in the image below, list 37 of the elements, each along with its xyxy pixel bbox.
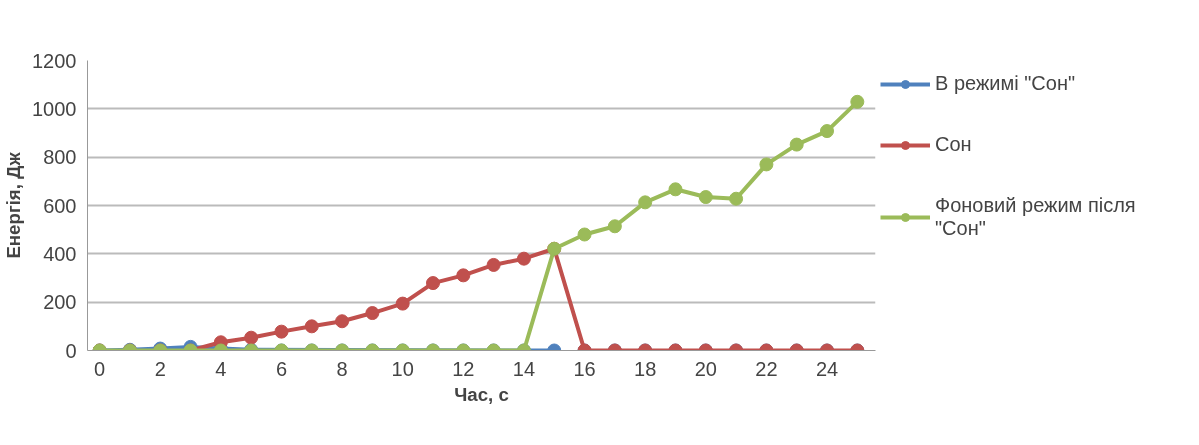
x-tick-label: 8 [336, 357, 348, 380]
x-tick-label: 14 [512, 357, 536, 380]
legend-label: Фоновий режим після "Сон" [935, 194, 1136, 240]
x-tick-label: 22 [755, 357, 778, 380]
point [607, 219, 622, 234]
x-tick-label: 18 [634, 357, 657, 380]
y-tick-label: 1000 [32, 97, 77, 120]
point [456, 268, 471, 283]
point [486, 257, 501, 272]
point [789, 137, 804, 152]
x-tick-label: 10 [391, 357, 414, 380]
point [820, 124, 835, 139]
legend-label: В режимі "Сон" [935, 72, 1076, 95]
point [668, 182, 683, 197]
point [698, 190, 713, 205]
y-tick-label: 0 [65, 339, 77, 362]
point [759, 157, 774, 172]
x-tick-label: 20 [694, 357, 717, 380]
x-tick-label: 2 [154, 357, 166, 380]
y-axis-title: Енергія, Дж [3, 151, 25, 259]
x-axis-title: Час, с [454, 383, 509, 405]
x-tick-label: 12 [452, 357, 475, 380]
point [577, 227, 592, 242]
x-tick-label: 4 [215, 357, 227, 380]
point [638, 195, 653, 210]
x-tick-label: 16 [573, 357, 596, 380]
x-tick-label: 24 [815, 357, 839, 380]
point [729, 191, 744, 206]
x-tick-label: 0 [94, 357, 106, 380]
y-tick-label: 800 [43, 146, 77, 169]
point [516, 251, 531, 266]
legend-label: Сон [935, 133, 972, 156]
y-tick-label: 400 [43, 242, 77, 265]
y-tick-label: 200 [43, 291, 77, 314]
y-tick-label: 1200 [32, 49, 77, 72]
x-tick-label: 6 [275, 357, 288, 380]
y-tick-label: 600 [43, 194, 77, 217]
